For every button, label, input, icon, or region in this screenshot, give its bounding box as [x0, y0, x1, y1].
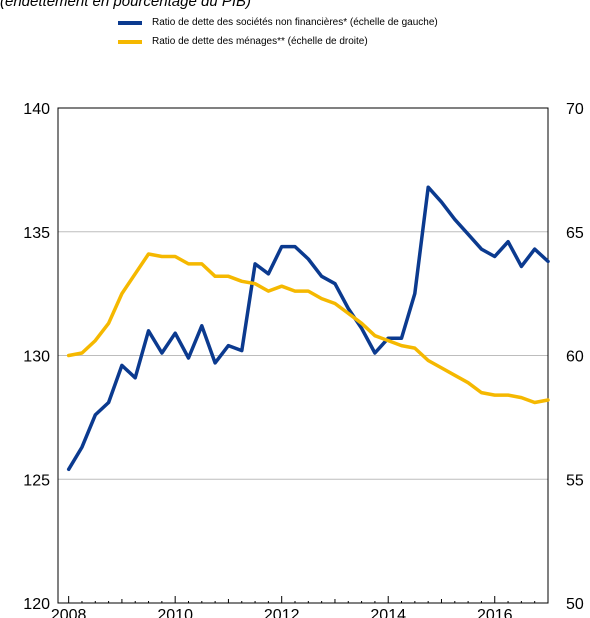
y-left-tick-label: 120: [23, 596, 50, 613]
y-right-tick-label: 50: [566, 596, 584, 613]
legend-label-corporate-debt: Ratio de dette des sociétés non financiè…: [152, 17, 438, 28]
y-left-tick-label: 130: [23, 349, 50, 366]
legend-item-corporate-debt: Ratio de dette des sociétés non financiè…: [118, 13, 438, 32]
y-axis-right: 50 55 60 65 70: [566, 101, 584, 613]
plot-frame: [57, 107, 549, 604]
grid-lines: [58, 231, 548, 480]
y-left-tick-label: 125: [23, 472, 50, 489]
legend-swatch-household-debt: [118, 39, 142, 44]
legend-label-household-debt: Ratio de dette des ménages** (échelle de…: [152, 36, 368, 47]
y-right-tick-label: 55: [566, 472, 584, 489]
legend-item-household-debt: Ratio de dette des ménages** (échelle de…: [118, 32, 438, 51]
y-left-tick-label: 140: [23, 101, 50, 118]
x-tick-label: 2014: [370, 607, 406, 618]
y-right-tick-label: 60: [566, 349, 584, 366]
x-tick-label: 2012: [264, 607, 300, 618]
series-line-corporate-debt: [66, 185, 550, 472]
y-right-tick-label: 65: [566, 225, 584, 242]
series-line-household-debt: [66, 252, 550, 405]
x-axis: 2008 2010 2012 2014 2016: [51, 596, 549, 618]
y-right-tick-label: 70: [566, 101, 584, 118]
x-tick-label: 2016: [477, 607, 513, 618]
legend-swatch-corporate-debt: [118, 20, 142, 25]
y-axis-left: 120 125 130 135 140: [23, 101, 50, 613]
series-lines: [66, 185, 550, 472]
chart-legend: Ratio de dette des sociétés non financiè…: [118, 13, 438, 51]
y-left-tick-label: 135: [23, 225, 50, 242]
chart-subtitle: (endettement en pourcentage du PIB): [0, 0, 252, 10]
x-tick-label: 2008: [51, 607, 87, 618]
x-tick-label: 2010: [157, 607, 193, 618]
